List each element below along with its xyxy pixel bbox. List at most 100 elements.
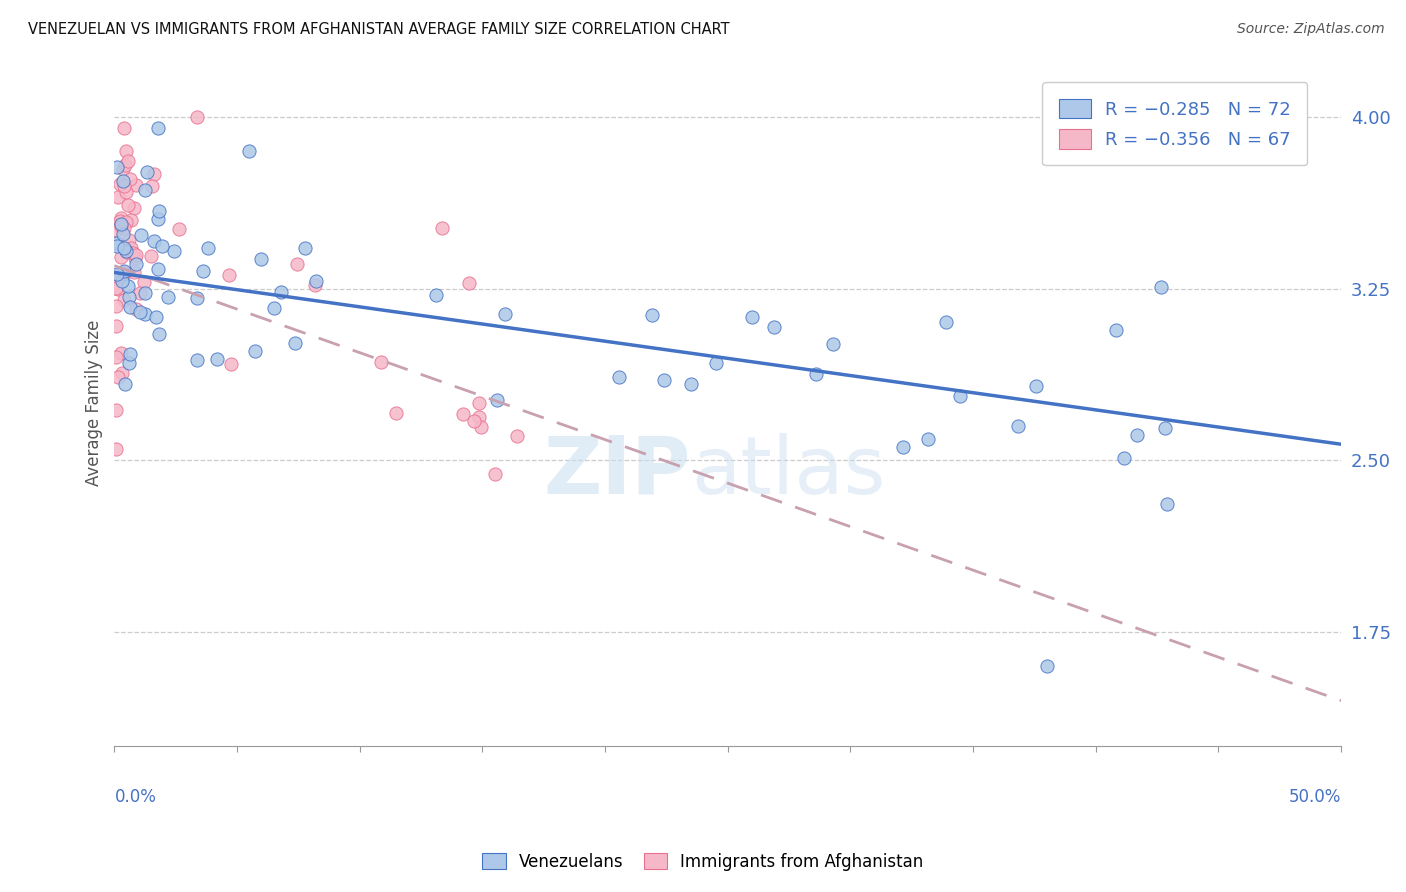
Point (117, 153, 139, 168)
Point (117, 245, 139, 260)
Point (134, 286, 156, 301)
Point (125, 178, 148, 193)
Point (167, 221, 190, 235)
Point (114, 158, 136, 172)
Point (104, 442, 127, 456)
Point (104, 350, 127, 364)
Point (146, 212, 169, 227)
Point (110, 211, 132, 225)
Text: 0.0%: 0.0% (114, 788, 156, 805)
Point (118, 171, 141, 186)
Point (112, 267, 135, 281)
Point (104, 223, 127, 237)
Point (467, 409, 489, 424)
Text: 50.0%: 50.0% (1289, 788, 1341, 805)
Point (118, 347, 141, 361)
Point (506, 429, 529, 443)
Point (484, 467, 506, 481)
Point (430, 221, 453, 235)
Point (112, 121, 135, 136)
Point (949, 389, 972, 403)
Point (263, 301, 285, 315)
Point (124, 248, 146, 262)
Point (115, 244, 138, 259)
Point (468, 396, 491, 410)
Point (104, 319, 127, 334)
Point (270, 285, 292, 299)
Text: VENEZUELAN VS IMMIGRANTS FROM AFGHANISTAN AVERAGE FAMILY SIZE CORRELATION CHART: VENEZUELAN VS IMMIGRANTS FROM AFGHANISTA… (28, 22, 730, 37)
Point (193, 264, 215, 278)
Point (110, 217, 132, 231)
Point (1150, 280, 1173, 294)
Point (114, 293, 136, 307)
Point (1007, 418, 1029, 433)
Point (114, 377, 136, 392)
Point (385, 406, 408, 420)
Point (218, 268, 240, 282)
Point (652, 373, 675, 387)
Point (249, 252, 271, 267)
Point (112, 174, 135, 188)
Point (494, 307, 516, 321)
Point (704, 356, 727, 370)
Point (1025, 379, 1047, 393)
Point (112, 220, 135, 235)
Point (112, 227, 135, 242)
Point (1105, 323, 1128, 337)
Point (107, 282, 129, 296)
Point (1154, 421, 1177, 435)
Point (111, 161, 134, 176)
Point (186, 291, 208, 305)
Point (110, 219, 132, 233)
Point (763, 319, 786, 334)
Point (118, 300, 141, 314)
Point (163, 244, 186, 258)
Point (110, 251, 132, 265)
Point (107, 190, 129, 204)
Point (118, 290, 141, 304)
Point (238, 144, 260, 158)
Point (821, 336, 844, 351)
Point (146, 121, 169, 136)
Point (141, 178, 163, 193)
Point (111, 366, 134, 380)
Point (148, 204, 170, 219)
Point (148, 262, 170, 277)
Point (110, 178, 132, 192)
Point (129, 285, 152, 300)
Point (112, 241, 135, 255)
Point (143, 235, 166, 249)
Point (111, 274, 134, 288)
Point (485, 393, 508, 408)
Point (458, 277, 481, 291)
Point (117, 356, 139, 370)
Point (108, 214, 131, 228)
Legend: R = −0.285   N = 72, R = −0.356   N = 67: R = −0.285 N = 72, R = −0.356 N = 67 (1042, 82, 1308, 166)
Point (134, 183, 156, 197)
Point (806, 367, 828, 381)
Text: atlas: atlas (690, 433, 886, 511)
Point (107, 270, 129, 285)
Point (110, 345, 132, 359)
Point (304, 277, 326, 292)
Point (132, 275, 155, 289)
Point (150, 239, 173, 253)
Point (284, 335, 307, 350)
Point (425, 288, 447, 302)
Point (117, 198, 139, 212)
Point (1125, 428, 1147, 442)
Point (370, 355, 392, 369)
Point (186, 110, 208, 124)
Point (115, 215, 138, 229)
Point (117, 279, 139, 293)
Point (134, 307, 156, 321)
Point (243, 344, 266, 359)
Point (935, 315, 957, 329)
Point (112, 264, 135, 278)
Point (129, 305, 152, 319)
Point (640, 308, 662, 322)
Point (120, 241, 142, 255)
Legend: Venezuelans, Immigrants from Afghanistan: Venezuelans, Immigrants from Afghanistan (474, 845, 932, 880)
Point (304, 275, 326, 289)
Point (122, 246, 145, 260)
